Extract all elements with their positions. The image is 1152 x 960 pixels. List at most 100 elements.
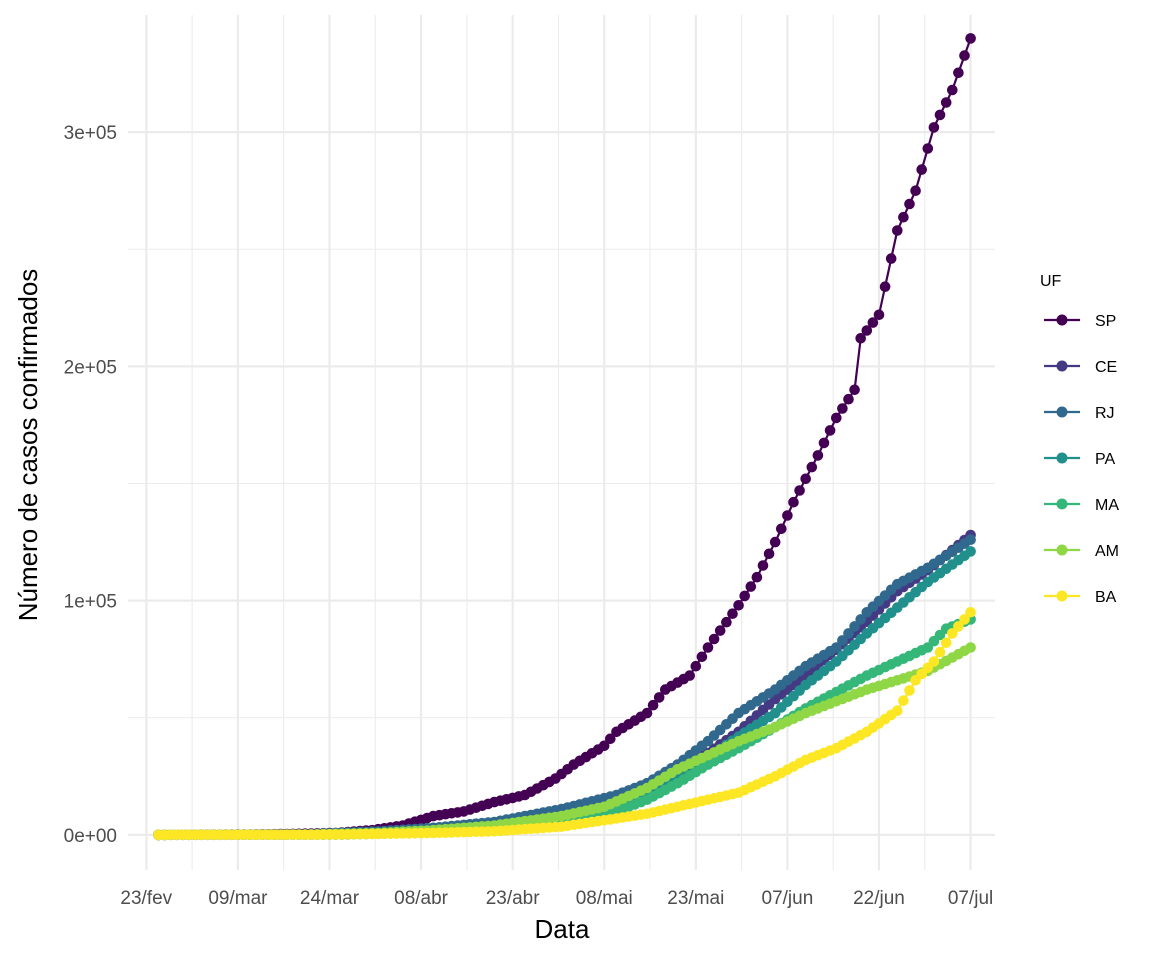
data-point (947, 84, 958, 96)
grid-major (128, 15, 995, 870)
data-point (788, 496, 799, 508)
data-point (598, 740, 610, 752)
data-point (818, 437, 830, 449)
x-tick-label: 23/mai (667, 888, 724, 909)
data-point (684, 670, 695, 681)
data-point (928, 656, 940, 667)
data-point (739, 590, 750, 602)
data-point (965, 607, 976, 618)
data-point (953, 67, 964, 79)
data-point (898, 695, 909, 706)
legend-key-point (1056, 314, 1068, 326)
data-point (965, 534, 976, 545)
data-point (812, 450, 824, 461)
grid-minor (128, 15, 995, 870)
y-tick-label: 1e+05 (64, 592, 117, 613)
y-tick-label: 0e+00 (64, 826, 117, 847)
data-point (898, 211, 909, 223)
series-layer (153, 33, 976, 841)
data-point (892, 225, 903, 236)
data-point (800, 473, 811, 485)
x-tick-label: 08/mai (576, 888, 633, 909)
x-tick-label: 24/mar (300, 888, 360, 909)
data-point (934, 646, 946, 658)
data-point (751, 571, 763, 583)
data-point (831, 642, 842, 653)
data-point (885, 253, 897, 264)
data-point (721, 616, 732, 628)
data-point (873, 309, 885, 321)
data-point (763, 548, 775, 560)
legend-key-point (1056, 544, 1068, 556)
legend-item-sp: SP (1044, 313, 1116, 330)
data-point (959, 614, 970, 625)
legend-label: BA (1095, 589, 1117, 606)
data-point (696, 651, 708, 663)
legend-key-point (1056, 590, 1068, 602)
data-point (928, 122, 940, 133)
data-point (855, 333, 866, 344)
y-tick-label: 3e+05 (64, 123, 117, 144)
data-point (904, 198, 915, 210)
data-point (782, 510, 793, 521)
legend-key-point (1056, 452, 1068, 464)
data-point (653, 692, 665, 703)
data-point (647, 699, 659, 711)
data-point (910, 185, 921, 196)
data-point (855, 614, 866, 625)
data-point (806, 461, 818, 473)
series-line-sp (158, 38, 972, 836)
legend-label: RJ (1095, 405, 1115, 422)
legend-key-point (1056, 406, 1068, 418)
data-point (849, 384, 860, 396)
data-point (965, 546, 976, 557)
legend-key-point (1056, 360, 1068, 372)
data-point (843, 393, 854, 405)
data-point (727, 608, 738, 619)
data-point (769, 536, 781, 548)
data-point (702, 642, 714, 653)
data-point (641, 707, 653, 719)
data-point (794, 485, 805, 496)
data-point (849, 621, 860, 632)
x-tick-label: 23/abr (486, 888, 541, 909)
x-tick-label: 07/jun (762, 888, 814, 909)
legend-key-point (1056, 498, 1068, 510)
x-axis-title: Data (535, 914, 590, 944)
data-point (965, 642, 976, 653)
data-point (605, 733, 616, 745)
legend-label: AM (1095, 543, 1119, 560)
data-point (953, 621, 964, 632)
data-point (861, 325, 873, 336)
data-point (947, 628, 958, 639)
data-point (904, 685, 915, 696)
data-point (965, 33, 976, 44)
x-tick-label: 08/abr (394, 888, 449, 909)
x-tick-label: 22/jun (853, 888, 905, 909)
data-point (690, 660, 702, 672)
data-point (892, 705, 903, 716)
x-tick-label: 23/fev (120, 888, 172, 909)
legend-item-pa: PA (1044, 451, 1115, 468)
data-point (922, 143, 934, 154)
legend-item-ba: BA (1044, 589, 1117, 606)
data-point (879, 281, 891, 293)
legend-item-ce: CE (1044, 359, 1117, 376)
y-axis-title: Número de casos confirmados (13, 269, 43, 622)
data-point (837, 635, 848, 646)
legend: UF SP CE RJ PA MA AM BA (1040, 273, 1119, 606)
x-tick-label: 07/jul (948, 888, 993, 909)
legend-label: PA (1095, 451, 1115, 468)
data-point (824, 425, 836, 436)
data-point (757, 560, 769, 571)
data-point (733, 600, 744, 611)
y-tick-label: 2e+05 (64, 357, 117, 378)
legend-label: MA (1095, 497, 1119, 514)
data-point (940, 637, 952, 649)
x-tick-labels: 23/fev 09/mar 24/mar 08/abr 23/abr 08/mai 23/m… (120, 888, 993, 909)
data-point (837, 403, 848, 414)
data-point (959, 50, 970, 61)
data-point (916, 164, 927, 175)
legend-item-ma: MA (1044, 497, 1119, 514)
